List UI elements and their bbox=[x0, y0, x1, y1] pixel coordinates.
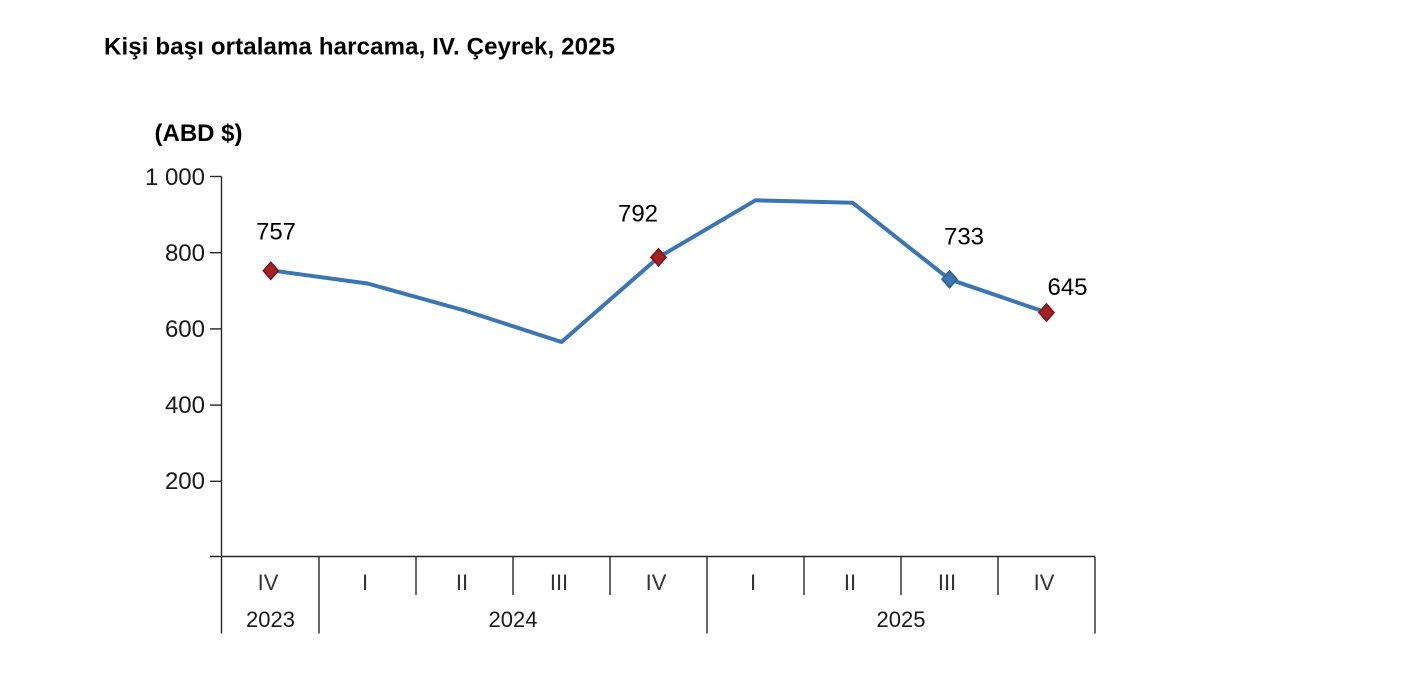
svg-text:IV: IV bbox=[258, 570, 279, 595]
svg-text:645: 645 bbox=[1047, 274, 1087, 301]
svg-text:1 000: 1 000 bbox=[145, 164, 205, 191]
svg-text:2025: 2025 bbox=[877, 607, 926, 632]
svg-text:III: III bbox=[938, 570, 956, 595]
svg-text:II: II bbox=[456, 570, 468, 595]
svg-text:IV: IV bbox=[1034, 570, 1055, 595]
svg-text:II: II bbox=[844, 570, 856, 595]
svg-text:2023: 2023 bbox=[246, 607, 295, 632]
svg-text:III: III bbox=[550, 570, 568, 595]
svg-text:I: I bbox=[750, 570, 756, 595]
svg-text:792: 792 bbox=[618, 200, 658, 227]
svg-text:600: 600 bbox=[165, 316, 205, 343]
svg-text:I: I bbox=[362, 570, 368, 595]
svg-text:(ABD $): (ABD $) bbox=[155, 120, 243, 147]
svg-text:200: 200 bbox=[165, 468, 205, 495]
svg-text:Kişi başı ortalama harcama, IV: Kişi başı ortalama harcama, IV. Çeyrek, … bbox=[104, 34, 615, 61]
svg-text:757: 757 bbox=[256, 219, 296, 246]
svg-text:400: 400 bbox=[165, 392, 205, 419]
svg-text:2024: 2024 bbox=[489, 607, 538, 632]
svg-text:IV: IV bbox=[646, 570, 667, 595]
svg-text:800: 800 bbox=[165, 240, 205, 267]
svg-text:733: 733 bbox=[944, 224, 984, 251]
